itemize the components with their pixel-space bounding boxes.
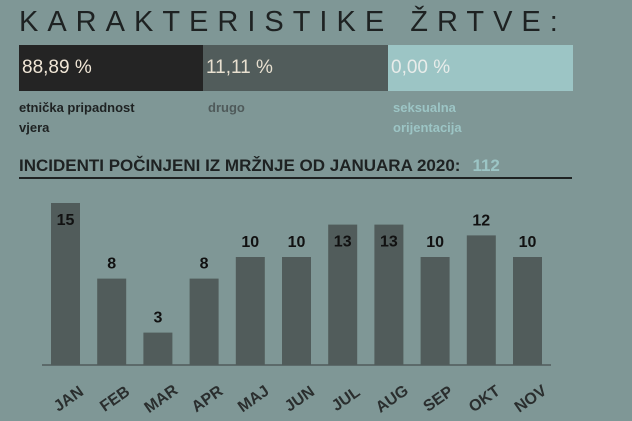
chart-subtitle: INCIDENTI POČINJENI IZ MRŽNJE OD JANUARA… (19, 156, 500, 176)
bar-maj (235, 257, 265, 365)
segment-label-2: seksualna orijentacija (393, 98, 462, 138)
bar-sep (420, 257, 450, 365)
data-label: 10 (519, 234, 537, 251)
subtitle-text: INCIDENTI POČINJENI IZ MRŽNJE OD JANUARA… (19, 156, 461, 175)
total-count: 112 (472, 156, 500, 175)
data-label: 13 (334, 234, 352, 251)
segment-label-line: vjera (19, 120, 50, 135)
x-tick-label: JUL (329, 384, 364, 415)
data-label: 8 (200, 256, 209, 273)
bar-aug (374, 224, 404, 365)
bar-feb (97, 278, 127, 365)
segment-bar-1: 11,11 % (203, 45, 388, 91)
segment-label-line: etnička pripadnost (19, 100, 135, 115)
data-label: 3 (153, 310, 162, 327)
segment-label-line: orijentacija (393, 120, 462, 135)
x-tick-label: SEP (421, 383, 457, 415)
x-tick-label: JUN (282, 383, 318, 415)
x-tick-label: MAJ (235, 383, 272, 416)
x-tick-label: FEB (97, 383, 133, 415)
bar-apr (189, 278, 219, 365)
data-label: 10 (288, 234, 306, 251)
bar-jan (51, 203, 80, 365)
bar-jun (282, 257, 311, 365)
x-tick-label: JAN (51, 383, 87, 415)
segment-label-line: drugo (208, 100, 245, 115)
segment-bar-0: 88,89 % (19, 45, 204, 91)
x-tick-label: APR (189, 382, 227, 416)
x-tick-label: AUG (373, 382, 412, 416)
bar-jul (328, 224, 358, 365)
x-tick-label: MAR (142, 382, 182, 417)
x-tick-label: NOV (512, 382, 550, 416)
data-label: 10 (241, 234, 259, 251)
bar-mar (143, 332, 173, 365)
bar-nov (513, 257, 542, 365)
x-tick-label: OKT (466, 383, 504, 416)
data-label: 15 (57, 212, 75, 229)
divider (19, 177, 572, 179)
bar-okt (466, 235, 496, 365)
segment-bar-2: 0,00 % (388, 45, 573, 91)
data-label: 8 (107, 256, 116, 273)
segment-label-0: etnička pripadnost vjera (19, 98, 135, 138)
data-label: 13 (380, 234, 398, 251)
segment-label-1: drugo (208, 98, 245, 118)
page-title: KARAKTERISTIKE ŽRTVE: (19, 6, 567, 38)
data-label: 12 (472, 212, 490, 229)
segment-label-line: seksualna (393, 100, 456, 115)
data-label: 10 (426, 234, 444, 251)
